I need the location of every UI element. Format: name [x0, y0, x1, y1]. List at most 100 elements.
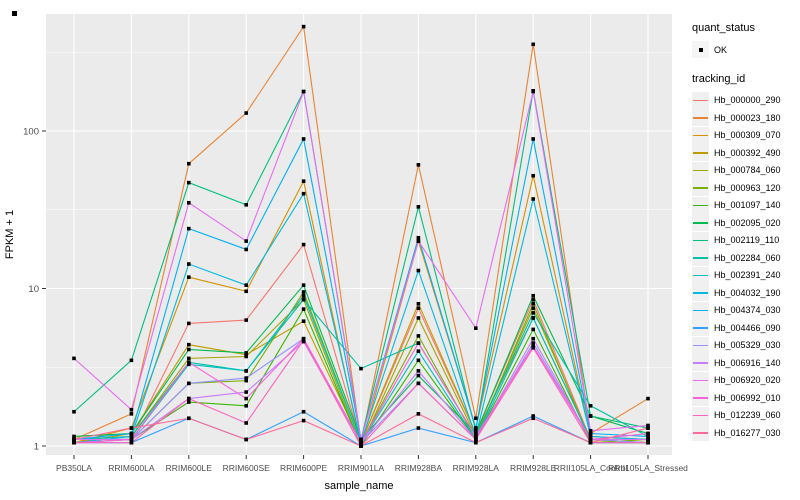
legend-item-label: Hb_002119_110	[714, 235, 780, 246]
legend-item: Hb_000392_490	[692, 144, 798, 162]
legend-item-label: Hb_004032_190	[714, 287, 781, 298]
legend-key-swatch	[692, 424, 709, 442]
series-color-line-icon	[693, 99, 708, 102]
x-tick-label: RRII105LA_Control	[554, 463, 628, 473]
series-color-line-icon	[693, 187, 708, 189]
series-color-line-icon	[693, 222, 708, 224]
legend-item: Hb_006920_020	[692, 371, 798, 390]
legend-item: Hb_016277_030	[692, 424, 798, 442]
legend-item-label: Hb_005329_030	[714, 340, 781, 351]
legend-key-swatch	[692, 336, 709, 354]
series-color-line-icon	[693, 379, 708, 382]
stray-mark	[12, 11, 17, 16]
legend-item: Hb_002391_240	[692, 266, 798, 285]
series-color-line-icon	[693, 292, 708, 294]
legend-item-label: Hb_000784_060	[714, 165, 781, 176]
series-color-line-icon	[693, 362, 708, 364]
legend-item-label: Hb_006920_020	[714, 375, 781, 386]
legend-key-swatch	[692, 179, 709, 197]
y-axis-title: FPKM + 1	[4, 210, 16, 259]
legend-item: Hb_004466_090	[692, 319, 798, 337]
legend-item: Hb_002284_060	[692, 249, 798, 267]
legend-item: Hb_002119_110	[692, 231, 798, 250]
legend-key-swatch	[692, 371, 709, 389]
legend-item-label: Hb_002391_240	[714, 270, 781, 281]
legend-item-label: Hb_000000_290	[714, 95, 781, 106]
legend-item: Hb_000000_290	[692, 91, 798, 110]
legend-key-swatch	[692, 406, 709, 424]
x-tick-label: RRIM600SE	[223, 463, 271, 473]
x-tick-label: RRIM901LA	[338, 463, 385, 473]
legend-item-label: OK	[714, 44, 728, 55]
legend-item: Hb_004374_030	[692, 301, 798, 320]
legend-item: Hb_001097_140	[692, 196, 798, 215]
legend-key-swatch	[692, 266, 709, 284]
legend-quant-status: quant_status OK	[692, 22, 798, 59]
legend-key-swatch	[692, 91, 709, 109]
legend-title-quant-status: quant_status	[692, 22, 755, 34]
series-color-line-icon	[693, 432, 708, 434]
legend-item-label: Hb_002095_020	[714, 217, 781, 228]
x-tick-label: RRIM928LA	[453, 463, 500, 473]
x-tick-labels: PB350LA RRIM600LA RRIM600LE RRIM600SE RRIM60…	[56, 463, 688, 473]
legend-key-swatch	[692, 284, 709, 302]
x-tick-label: RRIM600LA	[108, 463, 155, 473]
legend-item-label: Hb_000023_180	[714, 112, 781, 123]
legend-key-swatch	[692, 354, 709, 372]
legend-item: Hb_005329_030	[692, 336, 798, 355]
legend-key-swatch	[692, 214, 709, 232]
legend-item: Hb_000784_060	[692, 161, 798, 180]
series-color-line-icon	[693, 397, 708, 399]
legend-item-label: Hb_004466_090	[714, 322, 781, 333]
legend-item-label: Hb_002284_060	[714, 252, 781, 263]
legend-item: Hb_000963_120	[692, 179, 798, 197]
legend-item-label: Hb_012239_060	[714, 410, 781, 421]
x-tick-label: PB350LA	[56, 463, 92, 473]
legend-tracking-items: Hb_000000_290 Hb_000023_180 Hb_000309_070 H…	[692, 91, 798, 442]
legend-title-tracking-id: tracking_id	[692, 72, 746, 85]
legend-item: Hb_006992_010	[692, 389, 798, 407]
legend-item-label: Hb_006916_140	[714, 357, 781, 368]
x-tick-label: RRIM600PE	[280, 463, 328, 473]
series-color-line-icon	[693, 117, 708, 119]
legend-key-swatch	[692, 389, 709, 407]
series-color-line-icon	[693, 204, 708, 207]
series-color-line-icon	[693, 239, 708, 242]
series-color-line-icon	[693, 327, 708, 329]
legend-item-label: Hb_000392_490	[714, 147, 781, 158]
legend-key-swatch	[692, 109, 709, 127]
legend-item-label: Hb_000309_070	[714, 130, 781, 141]
x-tick-label: RRIM928LE	[510, 463, 557, 473]
series-color-line-icon	[693, 134, 708, 137]
x-tick-label: RRIM600LE	[166, 463, 213, 473]
legend-item-label: Hb_000963_120	[714, 182, 781, 193]
plot-panel	[46, 14, 672, 455]
series-color-line-icon	[693, 169, 708, 172]
series-color-line-icon	[693, 257, 708, 259]
legend-key-swatch	[692, 161, 709, 179]
legend-key-swatch	[692, 301, 709, 319]
legend-item-label: Hb_001097_140	[714, 200, 781, 211]
legend-item: Hb_004032_190	[692, 284, 798, 302]
legend-key-swatch	[692, 126, 709, 144]
legend-key-swatch	[692, 249, 709, 267]
legend-item-label: Hb_006992_010	[714, 392, 781, 403]
legend-item-ok: OK	[692, 41, 798, 59]
y-tick-labels: 100 10 1	[23, 127, 39, 453]
legend-key-swatch	[692, 231, 709, 249]
legend-item: Hb_000023_180	[692, 109, 798, 127]
series-color-line-icon	[693, 344, 708, 347]
data-points	[72, 24, 650, 448]
legend-item-label: Hb_016277_030	[714, 427, 781, 438]
x-axis-title: sample_name	[324, 480, 393, 492]
point-icon	[698, 47, 703, 52]
legend-key-swatch	[692, 196, 709, 214]
y-tick-label: 100	[23, 127, 39, 138]
series-color-line-icon	[693, 274, 708, 277]
legend-item-label: Hb_004374_030	[714, 305, 781, 316]
legend-key-swatch	[692, 319, 709, 337]
x-tick-label: RRII105LA_Stressed	[608, 463, 688, 473]
axis-ticks	[42, 130, 649, 459]
legend-item: Hb_000309_070	[692, 126, 798, 145]
